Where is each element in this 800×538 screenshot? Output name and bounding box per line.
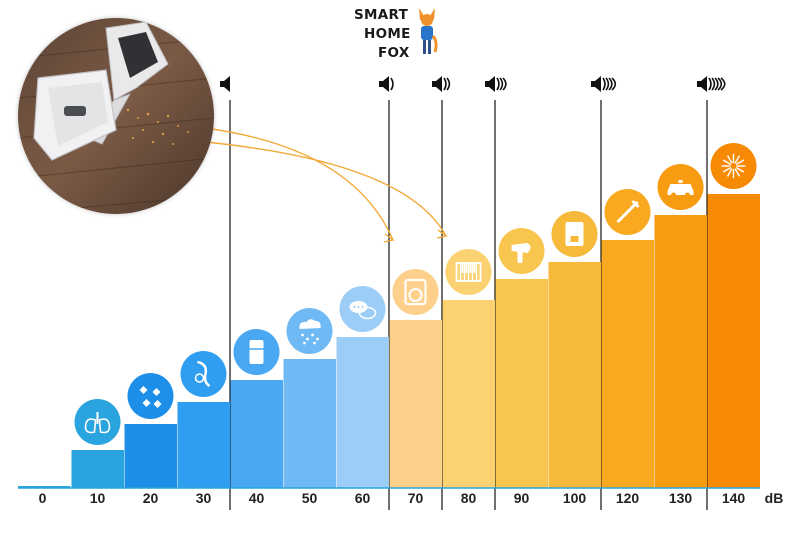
tick-label-90: 90 [514,490,530,506]
leaves-icon [127,373,174,419]
bar-20-db [124,424,177,488]
bar-50-db [283,359,336,488]
tick-label-80: 80 [461,490,477,506]
unit-label: dB [765,490,784,506]
washing-machine-icon [392,269,439,315]
bar-70-db [389,320,442,488]
speaker-icon-4-waves [591,76,617,92]
bar-120-db [601,240,654,488]
chat-icon [339,286,386,332]
tick-label-50: 50 [302,490,318,506]
tick-label-20: 20 [143,490,159,506]
logo-text-line-2: HOME [364,26,411,42]
tick-label-140: 140 [722,490,746,506]
logo-text-line-1: SMART [354,7,409,23]
annotation-arrow-to-80 [204,141,447,237]
trombone-icon [604,189,651,235]
bar-90-db [495,279,548,488]
tick-label-60: 60 [355,490,371,506]
bar-130-db [654,215,707,488]
logo-text-line-3: FOX [378,45,410,61]
bar-60-db [336,337,389,488]
bar-40-db [230,380,283,488]
tick-label-30: 30 [196,490,212,506]
bar-140-db [707,194,760,488]
speaker-icon-3-waves [485,76,507,92]
tick-label-130: 130 [669,490,693,506]
annotation-arrowhead-80 [436,229,448,239]
smart-home-fox-logo: SMART HOME FOX [352,6,442,62]
tick-label-100: 100 [563,490,587,506]
coffee-machine-icon [551,211,598,257]
fireworks-icon [710,143,757,189]
rain-icon [286,308,333,354]
piano-icon [445,249,492,295]
speaker-icon-1-waves [379,76,394,92]
whisper-icon [180,351,227,397]
tick-label-40: 40 [249,490,265,506]
speaker-icon-2-waves [432,76,451,92]
tick-label-10: 10 [90,490,106,506]
fridge-icon [233,329,280,375]
vacuum-cleaner-photo [18,18,214,214]
bar-80-db [442,300,495,488]
tick-label-70: 70 [408,490,424,506]
speaker-icon-5-waves [697,76,726,92]
police-car-icon [657,164,704,210]
bar-0-db [18,486,71,488]
hair-dryer-icon [498,228,545,274]
bar-100-db [548,262,601,488]
fox-mascot-icon [419,8,438,54]
annotation-arrow-to-70 [204,127,394,241]
bar-30-db [177,402,230,488]
lungs-icon [74,399,121,445]
speaker-icon-0-waves [220,76,230,92]
tick-label-0: 0 [39,490,47,506]
annotation-arrowhead-70 [383,233,395,243]
bar-10-db [71,450,124,488]
tick-label-120: 120 [616,490,640,506]
